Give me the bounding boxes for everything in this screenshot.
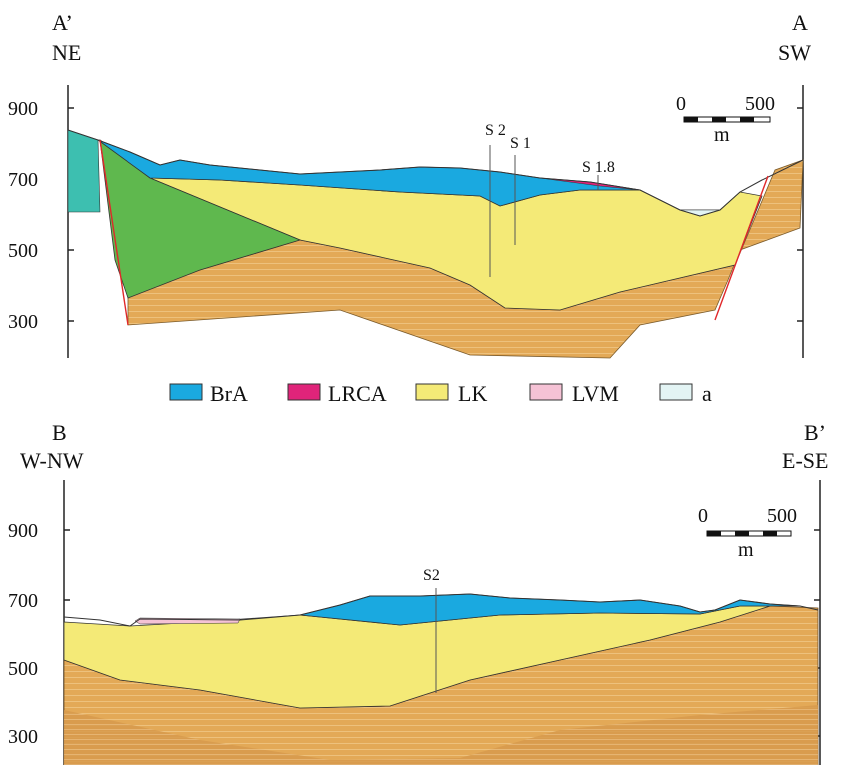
top-y-tick-900: 900: [8, 98, 38, 120]
bottom-left-direction: W-NW: [20, 448, 84, 473]
section-b-b: [63, 480, 821, 765]
fault-left: [99, 139, 129, 326]
bottom-y-tick-900: 900: [8, 520, 38, 542]
legend-swatch-bra: [169, 383, 203, 401]
section-a-a: [67, 85, 804, 359]
top-scale-start: 0: [676, 93, 686, 115]
scale-bar-top: [683, 116, 771, 123]
legend-label-lk: LK: [458, 381, 487, 406]
legend: BrA LRCA LK LVM a: [169, 381, 712, 406]
top-y-tick-300: 300: [8, 311, 38, 333]
top-right-code: A: [792, 10, 808, 35]
legend-swatch-a: [659, 383, 693, 401]
top-right-direction: SW: [778, 40, 811, 65]
legend-swatch-lk: [415, 383, 449, 401]
top-y-tick-500: 500: [8, 240, 38, 262]
bottom-scale-unit: m: [738, 539, 754, 561]
top-scale-unit: m: [714, 124, 730, 146]
bottom-y-tick-300: 300: [8, 726, 38, 748]
top-left-direction: NE: [52, 40, 81, 65]
surface-line: [63, 593, 819, 627]
bottom-scale-end: 500: [767, 505, 797, 527]
legend-label-a: a: [702, 381, 712, 406]
surface-line: [67, 129, 804, 217]
legend-label-lvm: LVM: [572, 381, 619, 406]
legend-label-bra: BrA: [210, 381, 248, 406]
bottom-right-direction: E-SE: [782, 448, 828, 473]
well-label-s2-bottom: S2: [423, 567, 440, 584]
basement-deep: [64, 705, 818, 765]
scale-bar-bottom: [706, 530, 792, 537]
legend-swatch-lvm: [529, 383, 563, 401]
legend-label-lrca: LRCA: [328, 381, 387, 406]
fault-right: [714, 175, 769, 321]
top-y-tick-700: 700: [8, 169, 38, 191]
well-label-s2: S 2: [485, 122, 506, 139]
top-scale-end: 500: [745, 93, 775, 115]
bottom-y-tick-700: 700: [8, 590, 38, 612]
legend-swatch-lrca: [287, 383, 321, 401]
bottom-y-tick-500: 500: [8, 658, 38, 680]
well-label-s1: S 1: [510, 135, 531, 152]
bottom-scale-start: 0: [698, 505, 708, 527]
well-label-s18: S 1.8: [582, 159, 615, 176]
teal-unit: [67, 129, 101, 213]
bottom-right-code: B’: [804, 420, 826, 445]
bottom-left-code: B: [52, 420, 67, 445]
top-left-code: A’: [52, 10, 73, 35]
